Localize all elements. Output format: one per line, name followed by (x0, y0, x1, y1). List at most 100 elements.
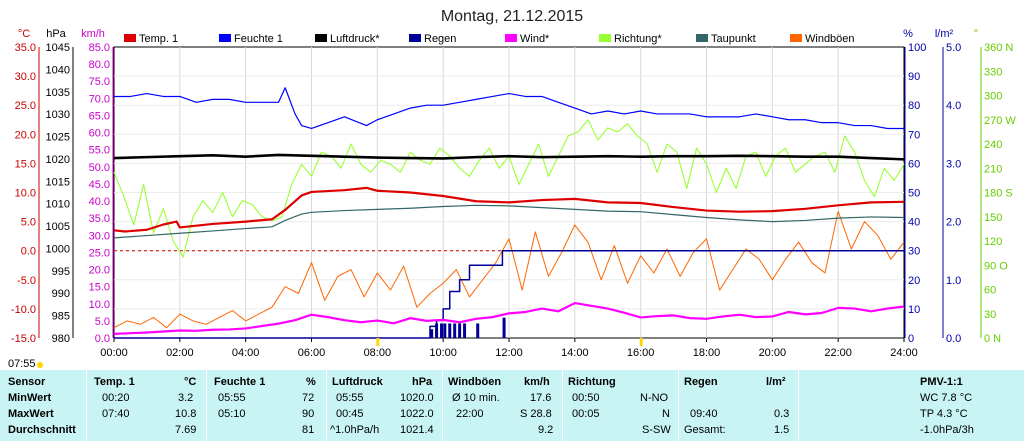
series-group (113, 87, 905, 339)
axis-tick-label: 20.0 (15, 129, 36, 141)
axis-tick-label: 0 (908, 333, 914, 345)
axis-tick-label: 330 (984, 66, 1002, 78)
axis-tick-label: 1015 (46, 176, 70, 188)
direction-avg: S-SW (642, 424, 671, 436)
rain-total: 1.5 (774, 424, 790, 436)
axis-tick-label: 15.0 (15, 158, 36, 170)
humidity-min-time: 05:55 (218, 392, 246, 404)
humidity-header: Feuchte 1 (214, 376, 266, 388)
pressure-avg-label: ^1.0hPa/h (330, 424, 380, 436)
axis-tick-label: 20 (908, 275, 920, 287)
axis-tick-label: 5.0 (946, 42, 961, 54)
gusts-max-time: 22:00 (456, 408, 484, 420)
rain-bar (435, 323, 439, 338)
humidity-unit: % (306, 376, 316, 388)
x-tick-label: 18:00 (693, 347, 721, 359)
rain-bar (458, 323, 462, 338)
legend-swatch (409, 34, 421, 42)
x-tick-label: 02:00 (166, 347, 194, 359)
gusts-unit: km/h (524, 376, 550, 388)
humidity-max: 90 (302, 408, 315, 420)
axis-tick-label: 40.0 (89, 196, 110, 208)
row-label-avg: Durchschnitt (8, 424, 76, 436)
direction-min: N-NO (640, 392, 669, 404)
legend-swatch (696, 34, 708, 42)
pressure-max: 1022.0 (400, 408, 434, 420)
legend-swatch (790, 34, 802, 42)
axis-tick-label: 180 S (984, 188, 1013, 200)
temp-header: Temp. 1 (94, 376, 135, 388)
pressure-min: 1020.0 (400, 392, 434, 404)
axis-tick-label: 60 (984, 285, 996, 297)
axis-tick-label: -15.0 (11, 333, 36, 345)
series-line (113, 210, 905, 329)
gusts-min-label: Ø 10 min. (452, 392, 500, 404)
pressure-unit: hPa (412, 376, 433, 388)
axis-unit-label: ° (974, 28, 978, 40)
series-line (114, 249, 904, 339)
axis-tick-label: 5.0 (21, 217, 36, 229)
axis-tick-label: 50.0 (89, 162, 110, 174)
axis-unit-label: hPa (46, 28, 66, 40)
axis-tick-label: 1045 (46, 42, 70, 54)
chart-title: Montag, 21.12.2015 (441, 8, 583, 25)
rain-max-time: 09:40 (690, 408, 718, 420)
axis-tick-label: 2.0 (946, 217, 961, 229)
axis-tick-label: 1010 (46, 199, 70, 211)
gusts-max: S 28.8 (520, 408, 552, 420)
row-label-min: MinWert (8, 392, 52, 404)
axis-tick-label: 35.0 (15, 42, 36, 54)
axis-tick-label: 4.0 (946, 100, 961, 112)
axis-tick-label: 80.0 (89, 59, 110, 71)
axis-tick-label: -10.0 (11, 304, 36, 316)
axis-tick-label: 20.0 (89, 265, 110, 277)
humidity-avg: 81 (302, 424, 315, 436)
axis-tick-label: 10.0 (89, 299, 110, 311)
rain-total-label: Gesamt: (684, 424, 726, 436)
axis-tick-label: 100 (908, 42, 926, 54)
direction-max-time: 00:05 (572, 408, 600, 420)
axis-tick-label: 10 (908, 304, 920, 316)
axis-tick-label: 1025 (46, 132, 70, 144)
axis-tick-label: 55.0 (89, 145, 110, 157)
row-label-max: MaxWert (8, 408, 54, 420)
pmv-min: WC 7.8 °C (920, 392, 973, 404)
x-tick-label: 04:00 (232, 347, 260, 359)
direction-header: Richtung (568, 376, 616, 388)
axis-tick-label: 0 N (984, 333, 1001, 345)
axis-tick-label: 985 (52, 311, 70, 323)
rain-bar (502, 317, 506, 338)
series-line (113, 204, 905, 239)
axis-tick-label: 1000 (46, 243, 70, 255)
axis-tick-label: 150 (984, 212, 1002, 224)
axis-tick-label: 15.0 (89, 282, 110, 294)
axis-tick-label: 360 N (984, 42, 1013, 54)
axis-unit-label: km/h (81, 28, 105, 40)
legend-label: Luftdruck* (330, 33, 380, 45)
axis-unit-label: % (903, 28, 913, 40)
axis-tick-label: -5.0 (17, 275, 36, 287)
axis-tick-label: 75.0 (89, 76, 110, 88)
legend-swatch (599, 34, 611, 42)
legend-label: Regen (424, 33, 456, 45)
rain-bar (440, 323, 444, 338)
axis-tick-label: 40 (908, 217, 920, 229)
axis-tick-label: 980 (52, 333, 70, 345)
x-tick-label: 22:00 (824, 347, 852, 359)
legend: Temp. 1 Feuchte 1 Luftdruck* Regen Wind* Rich… (124, 33, 855, 45)
legend-swatch (219, 34, 231, 42)
axis-tick-label: 1020 (46, 154, 70, 166)
axis-ticks: 35.0 30.0 25.0 20.0 15.0 10.0 5.0 0.0 -5.0 -10.0 -… (11, 42, 1016, 345)
axis-tick-label: 990 (52, 288, 70, 300)
legend-swatch (315, 34, 327, 42)
gusts-min: 17.6 (530, 392, 552, 404)
direction-min-time: 00:50 (572, 392, 600, 404)
legend-label: Taupunkt (711, 33, 756, 45)
legend-label: Richtung* (614, 33, 662, 45)
legend-label: Windböen (805, 33, 855, 45)
axis-tick-label: 30.0 (89, 230, 110, 242)
axis-units: °C hPa km/h% l/m² ° (18, 28, 978, 40)
pmv-header: PMV-1:1 (920, 376, 963, 388)
x-tick-label: 14:00 (561, 347, 589, 359)
axis-tick-label: 0.0 (21, 246, 36, 258)
